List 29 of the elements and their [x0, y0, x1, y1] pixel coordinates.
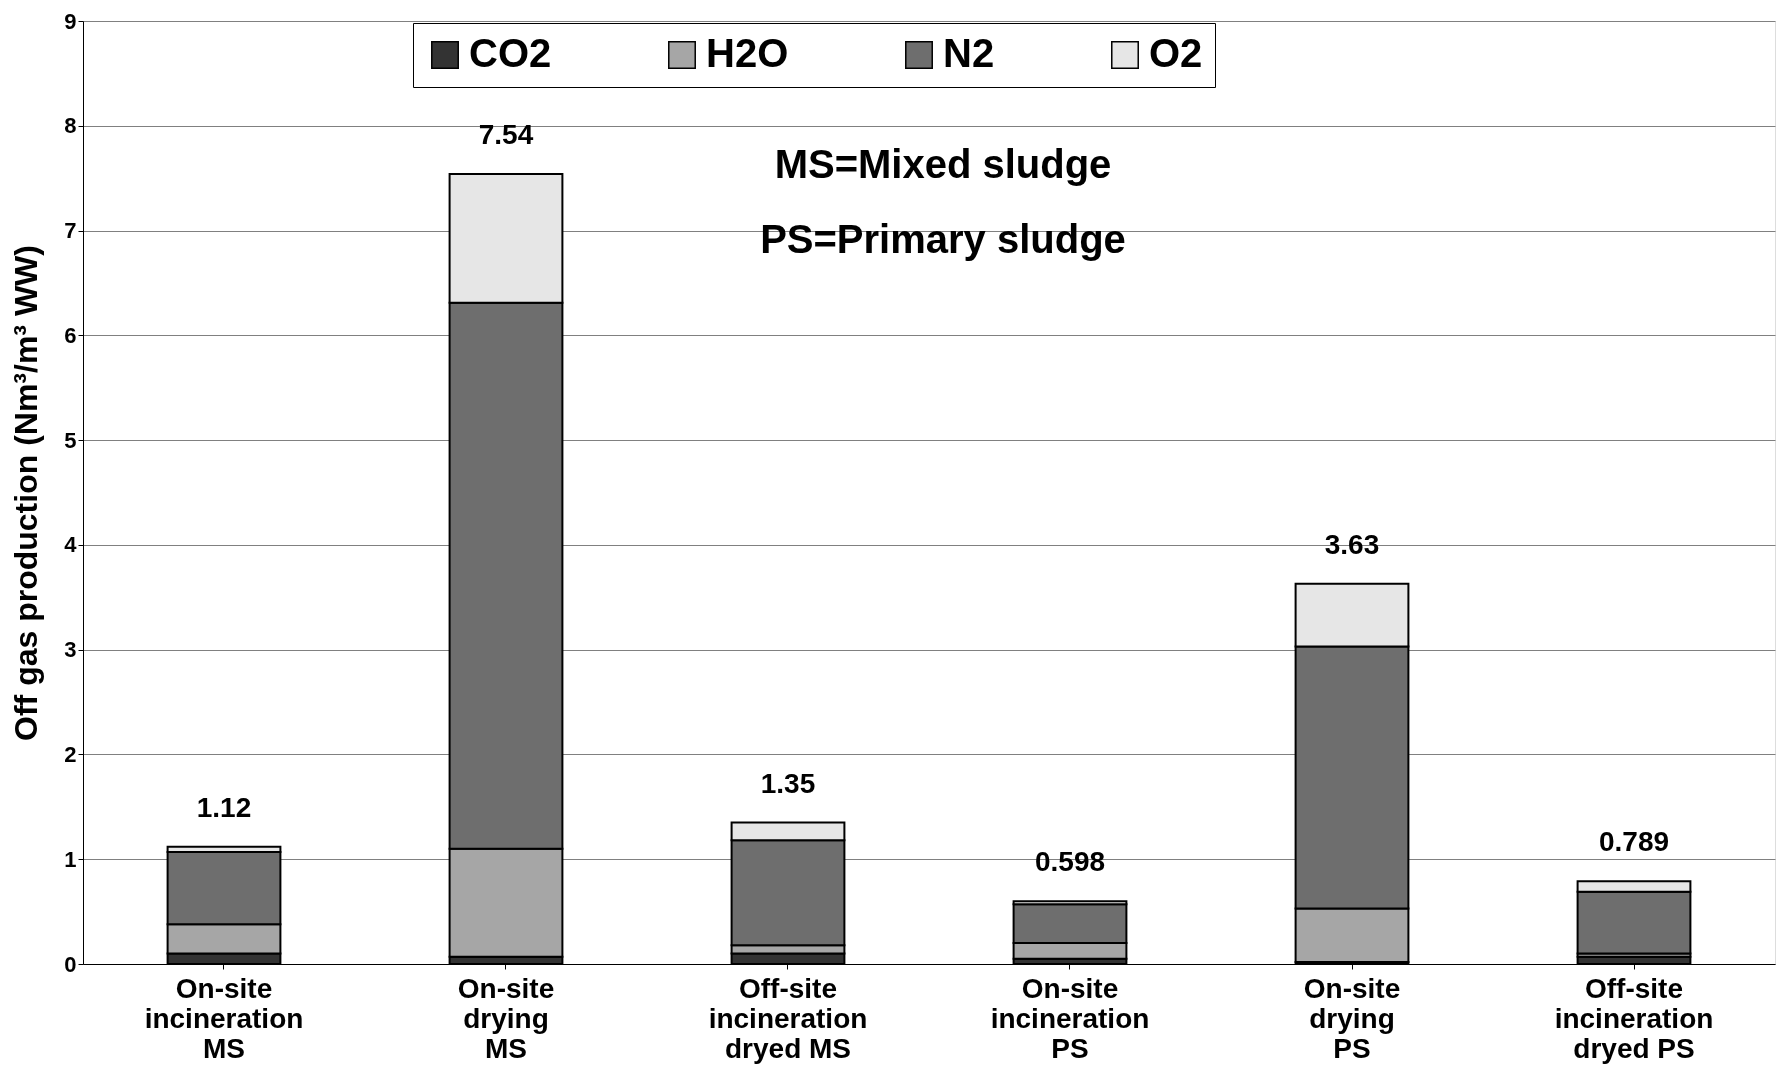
- total-label: 1.35: [760, 767, 816, 799]
- y-tick-label: 7: [64, 218, 77, 244]
- legend-label: N2: [943, 31, 995, 75]
- y-tick-label: 9: [64, 8, 77, 34]
- x-tick-label: On-site incineration MS: [144, 972, 304, 1064]
- y-tick-label: 0: [64, 951, 77, 977]
- y-tick-label: 3: [64, 637, 77, 663]
- total-label: 3.63: [1324, 528, 1380, 560]
- legend-label: H2O: [706, 31, 789, 75]
- legend-label: O2: [1149, 31, 1203, 75]
- y-tick-label: 1: [64, 846, 77, 872]
- annotation: MS=Mixed sludge: [774, 142, 1112, 186]
- x-tick-label: On-site drying PS: [1303, 972, 1401, 1064]
- x-tick-label: On-site incineration PS: [990, 972, 1150, 1064]
- x-tick-label: Off-site incineration dryed PS: [1554, 972, 1714, 1064]
- total-label: 0.598: [1034, 846, 1106, 878]
- y-tick-label: 2: [64, 741, 77, 767]
- y-tick-label: 5: [64, 427, 77, 453]
- y-tick-label: 6: [64, 322, 77, 348]
- x-tick-label: Off-site incineration dryed MS: [708, 972, 868, 1064]
- y-tick-label: 8: [64, 113, 77, 139]
- y-tick-label: 4: [64, 532, 78, 558]
- x-tick-label: On-site drying MS: [457, 972, 555, 1064]
- legend-label: CO2: [469, 31, 552, 75]
- y-axis-title: Off gas production (Nm³/m³ WW): [8, 245, 45, 741]
- annotation: PS=Primary sludge: [760, 217, 1126, 261]
- total-label: 7.54: [478, 118, 534, 150]
- total-label: 0.789: [1598, 826, 1670, 858]
- total-label: 1.12: [196, 791, 252, 823]
